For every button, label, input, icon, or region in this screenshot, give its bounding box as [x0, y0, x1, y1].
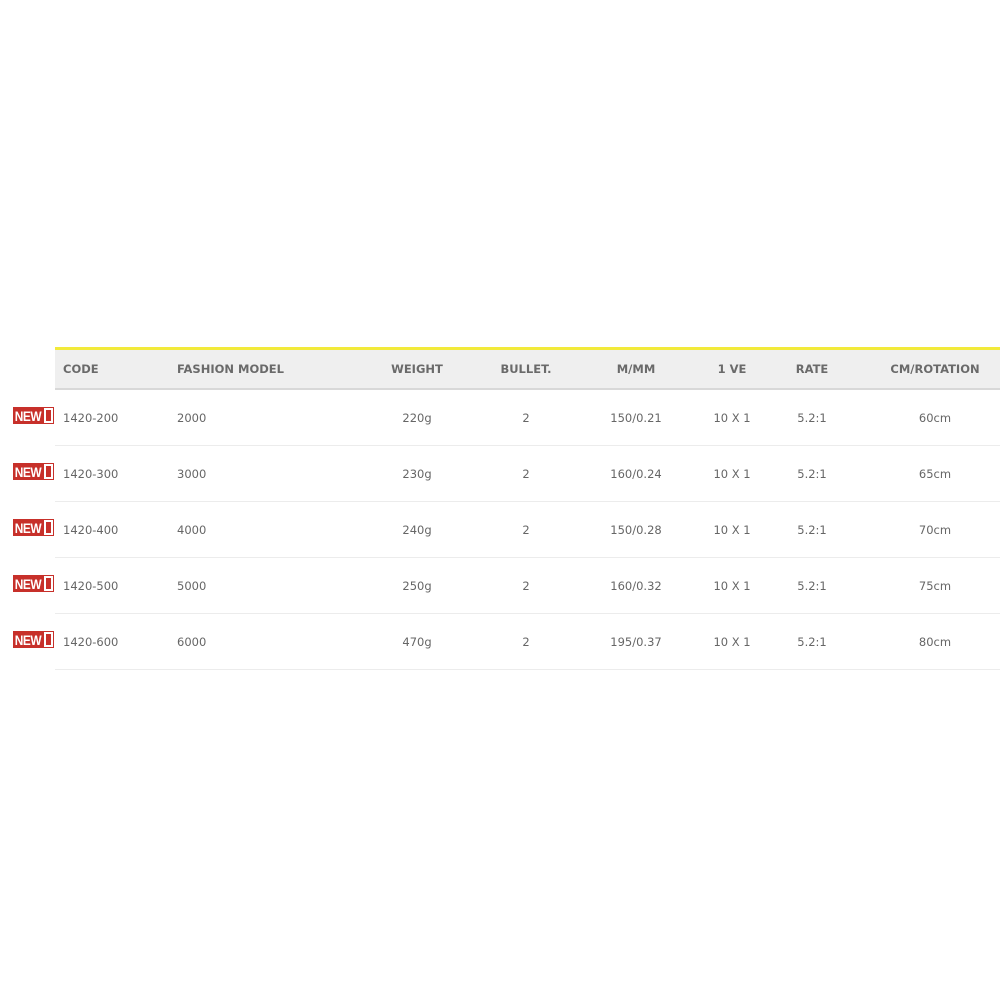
header-ve: 1 VE — [717, 362, 747, 376]
cell-rotation: 65cm — [918, 467, 952, 481]
cell-bullet: 2 — [522, 635, 530, 649]
new-badge-icon: NEW — [13, 631, 54, 648]
cell-weight: 250g — [402, 579, 432, 593]
new-badge-icon: NEW — [13, 463, 54, 480]
table-row: NEW 1420-200 2000 220g 2 150/0.21 10 X 1 5.2:1 6… — [13, 390, 1000, 446]
new-badge-icon: NEW — [13, 575, 54, 592]
new-badge-icon: NEW — [13, 519, 54, 536]
cell-capacity: 160/0.32 — [610, 579, 662, 593]
cell-ve: 10 X 1 — [713, 411, 751, 425]
cell-model: 3000 — [177, 467, 207, 481]
badge-text: NEW — [14, 575, 42, 592]
badge-text: NEW — [14, 631, 42, 648]
cell-rate: 5.2:1 — [797, 467, 827, 481]
cell-rotation: 60cm — [918, 411, 952, 425]
cell-weight: 230g — [402, 467, 432, 481]
cell-capacity: 150/0.28 — [610, 523, 662, 537]
cell-capacity: 195/0.37 — [610, 635, 662, 649]
cell-code: 1420-500 — [63, 579, 119, 593]
cell-ve: 10 X 1 — [713, 523, 751, 537]
header-weight: WEIGHT — [391, 362, 443, 376]
new-badge-icon: NEW — [13, 407, 54, 424]
header-bullet: BULLET. — [500, 362, 552, 376]
product-spec-table: CODE FASHION MODEL WEIGHT BULLET. M/MM 1… — [13, 347, 1000, 670]
cell-rotation: 80cm — [918, 635, 952, 649]
badge-text: NEW — [14, 407, 42, 424]
cell-weight: 470g — [402, 635, 432, 649]
cell-rate: 5.2:1 — [797, 411, 827, 425]
cell-bullet: 2 — [522, 523, 530, 537]
header-model: FASHION MODEL — [177, 362, 284, 376]
table-row: NEW 1420-300 3000 230g 2 160/0.24 10 X 1 5.2:1 6… — [13, 446, 1000, 502]
cell-rotation: 75cm — [918, 579, 952, 593]
badge-text: NEW — [14, 463, 42, 480]
cell-bullet: 2 — [522, 579, 530, 593]
header-rate: RATE — [795, 362, 829, 376]
cell-ve: 10 X 1 — [713, 579, 751, 593]
cell-rate: 5.2:1 — [797, 635, 827, 649]
cell-capacity: 150/0.21 — [610, 411, 662, 425]
cell-rotation: 70cm — [918, 523, 952, 537]
cell-ve: 10 X 1 — [713, 467, 751, 481]
header-rotation: CM/ROTATION — [890, 362, 980, 376]
cell-rate: 5.2:1 — [797, 523, 827, 537]
table-row: NEW 1420-600 6000 470g 2 195/0.37 10 X 1 5.2:1 8… — [13, 614, 1000, 670]
cell-bullet: 2 — [522, 411, 530, 425]
cell-capacity: 160/0.24 — [610, 467, 662, 481]
header-capacity: M/MM — [616, 362, 656, 376]
cell-code: 1420-300 — [63, 467, 119, 481]
cell-model: 2000 — [177, 411, 207, 425]
table-header: CODE FASHION MODEL WEIGHT BULLET. M/MM 1… — [55, 347, 1000, 390]
cell-model: 5000 — [177, 579, 207, 593]
cell-rate: 5.2:1 — [797, 579, 827, 593]
cell-bullet: 2 — [522, 467, 530, 481]
cell-weight: 220g — [402, 411, 432, 425]
cell-code: 1420-200 — [63, 411, 119, 425]
table-row: NEW 1420-500 5000 250g 2 160/0.32 10 X 1 5.2:1 7… — [13, 558, 1000, 614]
cell-weight: 240g — [402, 523, 432, 537]
header-code: CODE — [63, 362, 99, 376]
cell-code: 1420-600 — [63, 635, 119, 649]
cell-code: 1420-400 — [63, 523, 119, 537]
table-row: NEW 1420-400 4000 240g 2 150/0.28 10 X 1 5.2:1 7… — [13, 502, 1000, 558]
cell-model: 6000 — [177, 635, 207, 649]
cell-model: 4000 — [177, 523, 207, 537]
badge-text: NEW — [14, 519, 42, 536]
cell-ve: 10 X 1 — [713, 635, 751, 649]
